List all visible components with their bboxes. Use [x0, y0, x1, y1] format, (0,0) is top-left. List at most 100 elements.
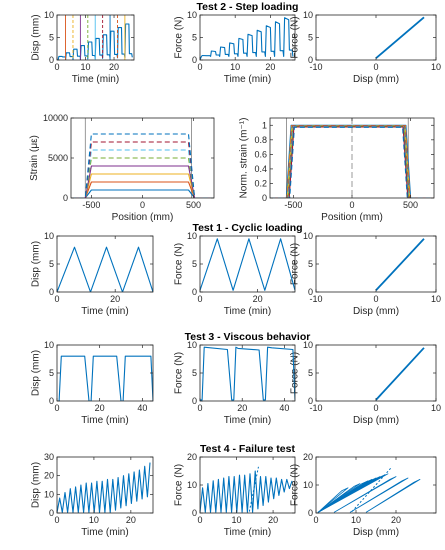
series-strain	[71, 165, 214, 198]
y-axis-label: Force (N)	[174, 243, 185, 285]
panel-title: Test 1 - Cyclic loading	[192, 222, 302, 234]
axes-frame	[56, 456, 154, 514]
series-failure	[200, 470, 293, 513]
x-tick-label: 0	[54, 62, 59, 72]
panel-t3-force: 0 20 40 0 5 10 Time (min) Force (N)Test 3 - Vis…	[174, 331, 311, 426]
plot-area-strain	[71, 118, 214, 198]
y-tick-label: 20	[187, 452, 197, 462]
plot-area-norm	[270, 118, 434, 198]
y-tick-label: 10	[303, 480, 313, 490]
plot-area-t3-force	[200, 346, 295, 401]
panel-t2-force: 0 10 20 0 5 10 Time (min) Force (N) Test 2 - Ste…	[174, 1, 299, 85]
x-tick-label: 20	[109, 62, 119, 72]
x-axis-label: Time (min)	[224, 74, 271, 85]
x-tick-label: 0	[197, 403, 202, 413]
series-failure	[57, 462, 151, 513]
y-tick-label: 0.6	[254, 149, 267, 159]
x-tick-label: 0	[373, 403, 378, 413]
panel-title: Test 2 - Step loading	[197, 1, 299, 13]
y-tick-label: 0	[49, 287, 54, 297]
x-tick-label: 0	[197, 294, 202, 304]
series-strain	[71, 181, 214, 198]
y-tick-label: 10	[303, 231, 313, 241]
y-tick-label: 5	[308, 259, 313, 269]
y-tick-label: 5	[49, 33, 54, 43]
x-axis-label: Time (min)	[72, 74, 119, 85]
y-tick-label: 10	[44, 489, 54, 499]
x-axis-label: Disp (mm)	[353, 527, 399, 538]
x-axis-label: Disp (mm)	[353, 74, 399, 85]
x-tick-label: 0	[197, 515, 202, 525]
panel-t3-disp: 0 20 40 0 5 10 Time (min) Disp (mm)	[31, 340, 154, 426]
series-t3-force	[200, 346, 295, 401]
plot-area-t2-fd	[375, 16, 425, 59]
series-strain	[71, 189, 214, 198]
series-t3-disp	[57, 355, 153, 401]
panel-title: Test 4 - Failure test	[200, 443, 295, 455]
x-tick-label: 10	[230, 62, 240, 72]
series-hysteresis-loop	[317, 473, 389, 513]
series-strain	[71, 173, 214, 198]
x-tick-label: 0	[313, 515, 318, 525]
x-tick-label: 0	[373, 294, 378, 304]
y-tick-label: 0	[49, 396, 54, 406]
y-tick-label: 0.8	[254, 135, 267, 145]
y-tick-label: 0	[308, 55, 313, 65]
series-hysteresis-loop	[365, 478, 421, 513]
y-axis-label: Disp (mm)	[31, 350, 42, 396]
y-tick-label: 0.4	[254, 164, 267, 174]
y-tick-label: 0	[63, 193, 68, 203]
y-tick-label: 20	[44, 471, 54, 481]
x-tick-label: -500	[284, 200, 302, 210]
x-axis-label: Time (min)	[224, 415, 271, 426]
plot-area-t4-force	[200, 466, 293, 513]
x-axis-label: Disp (mm)	[353, 306, 399, 317]
y-tick-label: 0	[262, 193, 267, 203]
x-tick-label: 40	[279, 403, 289, 413]
series-force-disp	[375, 16, 425, 59]
x-axis-label: Time (min)	[224, 306, 271, 317]
series-hysteresis-loop	[317, 487, 349, 513]
x-tick-label: 0	[54, 403, 59, 413]
x-axis-label: Time (min)	[81, 306, 128, 317]
y-axis-label: Disp (mm)	[31, 462, 42, 508]
series-hysteresis-loop	[349, 477, 409, 513]
y-tick-label: 10	[187, 340, 197, 350]
series-hysteresis-loop	[317, 483, 361, 513]
axes-frame	[56, 344, 154, 402]
y-tick-label: 5	[308, 368, 313, 378]
panel-title: Test 3 - Viscous behavior	[185, 331, 311, 343]
x-axis-label: Position (mm)	[321, 212, 383, 223]
x-tick-label: 20	[265, 62, 275, 72]
y-axis-label: Disp (mm)	[31, 14, 42, 60]
plot-area-t1-fd	[375, 238, 425, 291]
y-tick-label: 5	[49, 368, 54, 378]
x-tick-label: 20	[237, 403, 247, 413]
x-tick-label: -10	[309, 62, 322, 72]
x-tick-label: -500	[82, 200, 100, 210]
y-tick-label: 0	[49, 508, 54, 518]
x-tick-label: 20	[268, 515, 278, 525]
x-axis-label: Time (min)	[224, 527, 271, 538]
y-tick-label: 1	[262, 120, 267, 130]
plot-area-t2-force	[200, 17, 294, 60]
plot-area-t1-force	[200, 238, 295, 291]
plot-area-t4-disp	[57, 462, 151, 513]
x-tick-label: 10	[431, 403, 441, 413]
axes-frame	[315, 456, 437, 514]
y-tick-label: 0	[192, 287, 197, 297]
x-axis-label: Disp (mm)	[353, 415, 399, 426]
x-tick-label: 20	[95, 403, 105, 413]
y-tick-label: 10	[187, 480, 197, 490]
y-tick-label: 10	[187, 10, 197, 20]
plot-area-t3-disp	[57, 355, 153, 401]
x-tick-label: 10	[431, 294, 441, 304]
x-tick-label: 10	[431, 62, 441, 72]
y-tick-label: 5	[192, 259, 197, 269]
series-t1-disp	[57, 246, 153, 292]
